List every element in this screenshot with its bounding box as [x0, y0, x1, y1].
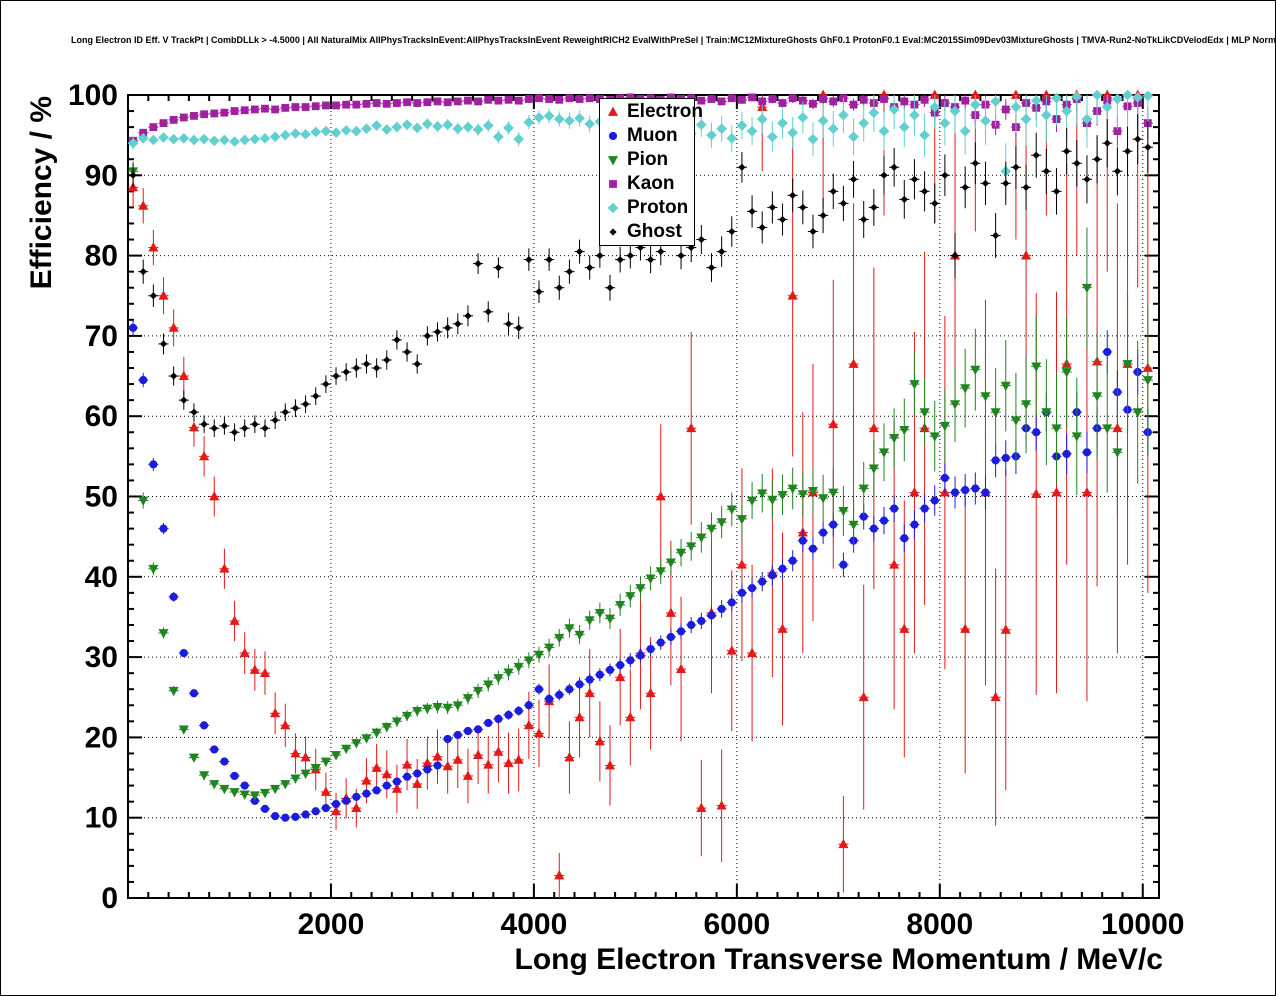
- series-muon: [128, 319, 1153, 822]
- electron-marker-icon: [607, 106, 619, 116]
- kaon-marker-icon: [609, 180, 617, 188]
- legend-label: Ghost: [627, 221, 682, 242]
- y-tick-label: 70: [85, 320, 118, 353]
- proton-marker-icon: [607, 202, 619, 214]
- legend-label: Pion: [627, 149, 669, 170]
- x-tick-label: 6000: [703, 908, 770, 941]
- y-tick-label: 50: [85, 481, 118, 514]
- muon-marker-icon: [608, 131, 618, 141]
- legend-entry-proton: Proton: [600, 196, 694, 220]
- legend-entry-pion: Pion: [600, 148, 694, 172]
- y-tick-label: 20: [85, 721, 118, 754]
- series-electron: [128, 89, 1153, 898]
- y-tick-label: 40: [85, 561, 118, 594]
- legend-label: Electron: [627, 101, 704, 122]
- series-pion: [128, 161, 1153, 801]
- y-tick-label: 90: [85, 159, 118, 192]
- legend-label: Proton: [627, 197, 689, 218]
- legend-label: Muon: [627, 125, 678, 146]
- y-tick-label: 30: [85, 641, 118, 674]
- legend-entry-ghost: Ghost: [600, 220, 694, 244]
- legend-entry-kaon: Kaon: [600, 172, 694, 196]
- x-tick-label: 10000: [1101, 908, 1184, 941]
- pion-marker-icon: [607, 156, 619, 166]
- plot-title: Long Electron ID Eff. V TrackPt | CombDL…: [71, 35, 1276, 45]
- y-tick-label: 0: [101, 882, 118, 915]
- legend-entry-muon: Muon: [600, 124, 694, 148]
- x-tick-label: 2000: [298, 908, 365, 941]
- x-tick-label: 8000: [906, 908, 973, 941]
- x-tick-label: 4000: [501, 908, 568, 941]
- y-tick-label: 80: [85, 240, 118, 273]
- x-axis-title: Long Electron Transverse Momentum / MeV/…: [514, 943, 1164, 976]
- legend-label: Kaon: [627, 173, 675, 194]
- y-tick-label: 10: [85, 802, 118, 835]
- ghost-marker-icon: [609, 228, 617, 236]
- legend: Electron Muon Pion Kaon Proton Ghost: [599, 98, 703, 246]
- series-kaon: [128, 93, 1153, 147]
- y-tick-label: 100: [68, 79, 118, 112]
- legend-entry-electron: Electron: [600, 100, 703, 124]
- y-tick-label: 60: [85, 400, 118, 433]
